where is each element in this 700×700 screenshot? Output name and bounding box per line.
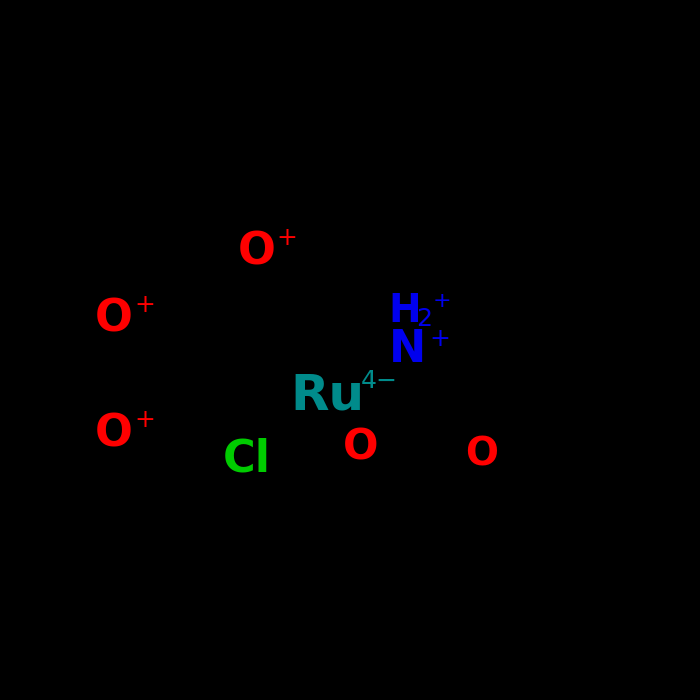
- Text: +: +: [276, 226, 298, 250]
- Text: O: O: [94, 297, 132, 340]
- Text: +: +: [429, 328, 450, 351]
- Text: O: O: [238, 230, 276, 274]
- Text: H: H: [389, 293, 421, 330]
- Text: +: +: [134, 293, 155, 316]
- Text: Ru: Ru: [290, 372, 365, 419]
- Text: 2: 2: [416, 307, 433, 330]
- Text: O: O: [343, 427, 379, 469]
- Text: +: +: [134, 408, 155, 432]
- Text: O: O: [94, 412, 132, 456]
- Text: O: O: [466, 436, 498, 474]
- Text: N: N: [389, 328, 426, 372]
- Text: Cl: Cl: [223, 437, 271, 480]
- Text: 4−: 4−: [360, 370, 398, 393]
- Text: +: +: [433, 291, 452, 311]
